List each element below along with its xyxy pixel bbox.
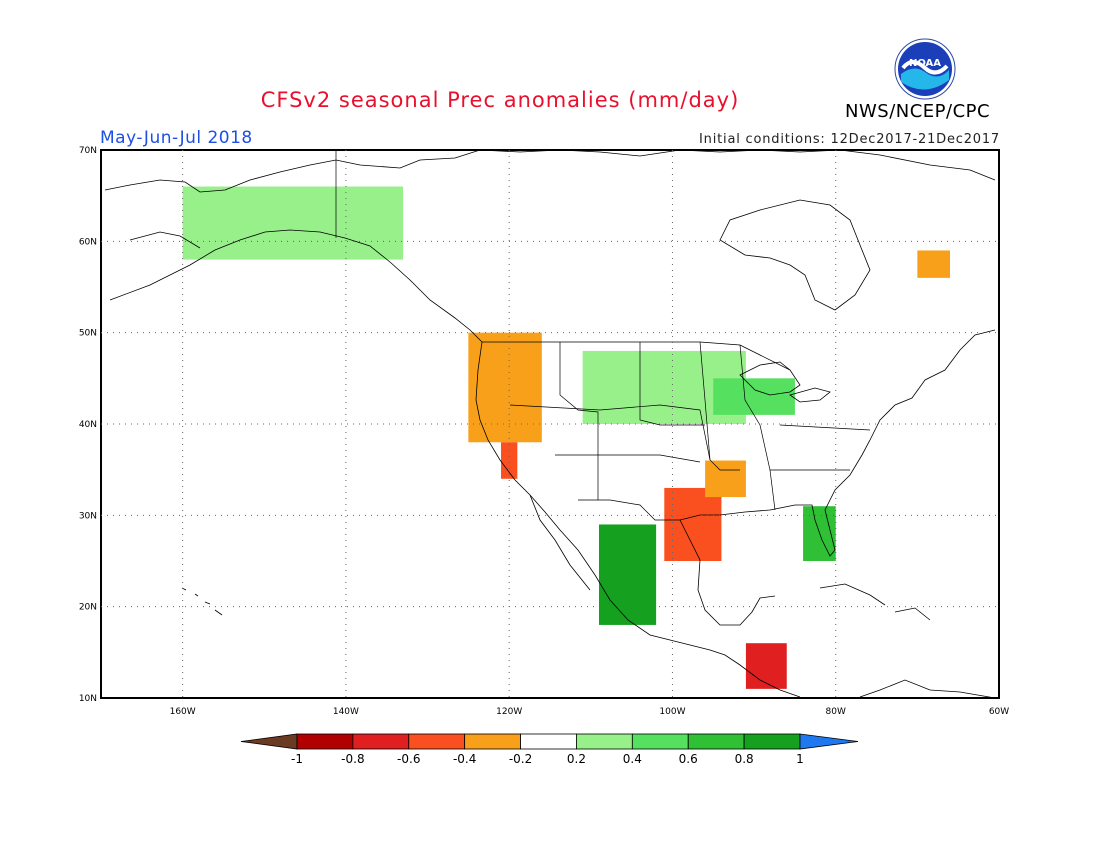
colorbar-arrow-left [240, 733, 298, 750]
lon-tick-160W: 160W [170, 707, 196, 717]
lat-tick-20N: 20N [79, 603, 97, 613]
lon-tick-140W: 140W [333, 707, 359, 717]
anomaly-region-alaska [182, 186, 404, 260]
anomaly-region-great-lakes [713, 378, 795, 415]
lon-tick-80W: 80W [826, 707, 846, 717]
colorbar-segment [408, 733, 466, 750]
anomaly-region-pacific-northwest [468, 332, 542, 443]
longitude-tick-labels: 160W 140W 120W 100W 80W 60W [170, 707, 1010, 717]
anomaly-region-texas [664, 487, 722, 561]
colorbar-label: 0.6 [678, 752, 698, 766]
lat-tick-70N: 70N [79, 146, 97, 156]
colorbar-label: 0.8 [734, 752, 754, 766]
colorbar-label: -0.2 [508, 752, 533, 766]
chart-title: CFSv2 seasonal Prec anomalies (mm/day) [260, 88, 740, 112]
colorbar-label: 0.2 [566, 752, 586, 766]
lat-tick-30N: 30N [79, 511, 97, 521]
lat-tick-40N: 40N [79, 420, 97, 430]
political-borders [335, 150, 871, 521]
lon-tick-120W: 120W [496, 707, 522, 717]
anomaly-region-central-america [745, 643, 787, 689]
colorbar-segment [296, 733, 354, 750]
colorbar-label: 0.4 [622, 752, 642, 766]
colorbar-arrow-right [799, 733, 859, 750]
colorbar-segment [687, 733, 745, 750]
colorbar-label: -0.8 [341, 752, 365, 766]
colorbar-segment [631, 733, 689, 750]
lat-lon-grid [101, 150, 999, 698]
colorbar-label: 1 [796, 752, 804, 766]
colorbar-label: -0.6 [397, 752, 421, 766]
noaa-logo-icon: NOAA [894, 38, 956, 100]
anomaly-region-mid-south [705, 460, 746, 498]
lat-tick-60N: 60N [79, 237, 97, 247]
anomaly-region-mexico-pacific [598, 524, 657, 625]
anomaly-region-quebec [917, 250, 951, 278]
lon-tick-60W: 60W [989, 707, 1009, 717]
latitude-tick-labels: 10N 20N 30N 40N 50N 60N 70N [79, 146, 97, 704]
noaa-logo-text: NOAA [909, 58, 941, 69]
colorbar-segment [520, 733, 577, 750]
anomaly-region-california [501, 442, 518, 479]
lat-tick-10N: 10N [79, 694, 97, 704]
colorbar [240, 733, 859, 750]
season-label: May-Jun-Jul 2018 [100, 128, 253, 148]
colorbar-segment [464, 733, 521, 750]
lat-tick-50N: 50N [79, 329, 97, 339]
initial-conditions-label: Initial conditions: 12Dec2017-21Dec2017 [699, 132, 1000, 147]
colorbar-segment [576, 733, 633, 750]
agency-label: NWS/NCEP/CPC [845, 101, 991, 122]
colorbar-label: -0.4 [452, 752, 477, 766]
colorbar-segment [352, 733, 410, 750]
lon-tick-100W: 100W [659, 707, 685, 717]
colorbar-label: -1 [291, 752, 303, 766]
colorbar-segment [743, 733, 801, 750]
anomaly-cells [182, 186, 951, 689]
